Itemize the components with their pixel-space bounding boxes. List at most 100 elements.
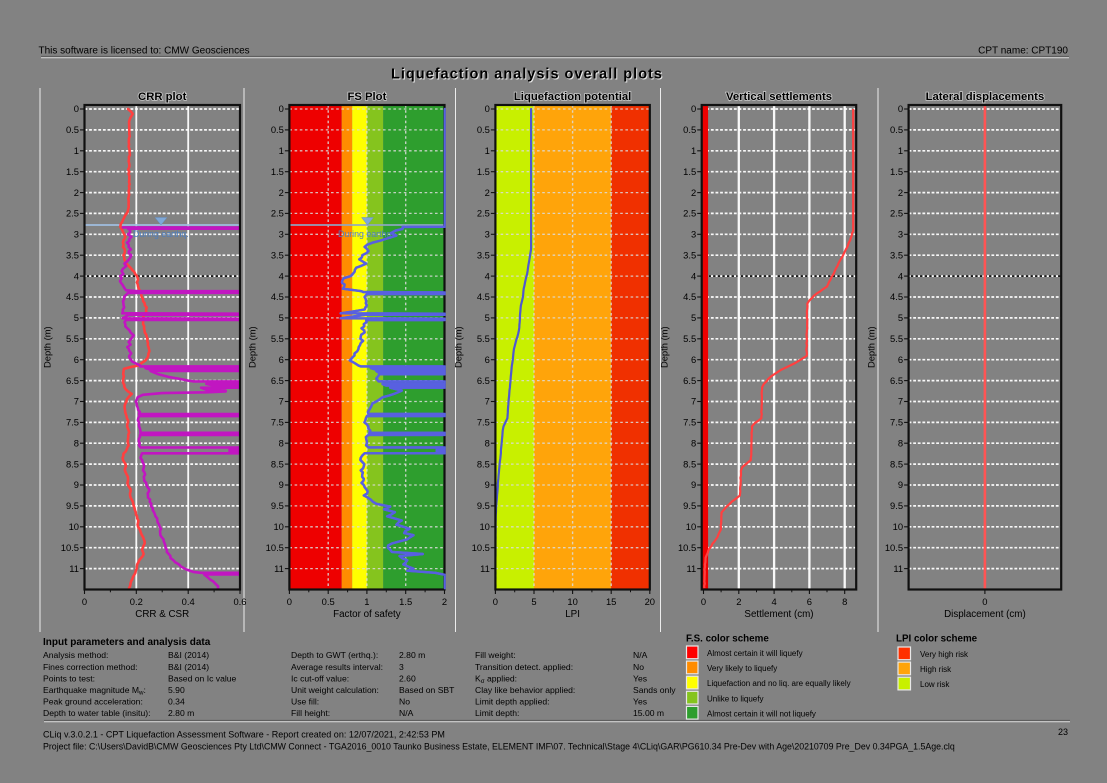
svg-text:3.5: 3.5	[271, 249, 284, 260]
svg-text:1.5: 1.5	[271, 166, 284, 177]
svg-text:Depth to GWT (erthq.):: Depth to GWT (erthq.):	[291, 650, 378, 660]
svg-text:1: 1	[485, 145, 490, 156]
svg-text:9: 9	[898, 479, 903, 490]
svg-text:Based on Ic value: Based on Ic value	[168, 673, 237, 683]
svg-text:4: 4	[771, 596, 776, 607]
svg-text:Depth (m): Depth (m)	[452, 326, 463, 368]
svg-text:2: 2	[74, 187, 79, 198]
svg-text:Peak ground acceleration:: Peak ground acceleration:	[43, 697, 143, 707]
svg-text:High risk: High risk	[920, 665, 952, 674]
svg-text:0.5: 0.5	[271, 124, 284, 135]
svg-text:4.5: 4.5	[66, 291, 79, 302]
svg-text:B&I (2014): B&I (2014)	[168, 650, 209, 660]
svg-text:During earthq.: During earthq.	[133, 229, 189, 239]
svg-text:11: 11	[69, 563, 79, 574]
svg-text:9.5: 9.5	[683, 500, 696, 511]
svg-text:Depth to water table (insitu):: Depth to water table (insitu):	[43, 708, 150, 718]
svg-text:2: 2	[442, 596, 447, 607]
svg-text:7: 7	[898, 396, 903, 407]
svg-text:Limit depth applied:: Limit depth applied:	[475, 697, 550, 707]
svg-text:0.6: 0.6	[233, 596, 246, 607]
svg-text:0: 0	[485, 103, 490, 114]
svg-text:8: 8	[279, 437, 284, 448]
svg-text:No: No	[399, 697, 410, 707]
svg-text:7: 7	[691, 396, 696, 407]
svg-text:8.5: 8.5	[683, 458, 696, 469]
svg-text:N/A: N/A	[399, 708, 414, 718]
svg-text:Based on SBT: Based on SBT	[399, 685, 455, 695]
svg-text:1.5: 1.5	[477, 166, 490, 177]
svg-text:Almost certain it will not liq: Almost certain it will not liquefy	[707, 709, 816, 718]
svg-text:0.5: 0.5	[683, 124, 696, 135]
svg-text:3: 3	[279, 229, 284, 240]
svg-text:5: 5	[691, 312, 696, 323]
svg-text:CPT name: CPT190: CPT name: CPT190	[978, 46, 1068, 57]
svg-text:F.S. color scheme: F.S. color scheme	[686, 634, 769, 645]
svg-text:3.5: 3.5	[890, 249, 903, 260]
svg-text:Clay like behavior applied:: Clay like behavior applied:	[475, 685, 575, 695]
svg-text:9.5: 9.5	[66, 500, 79, 511]
svg-text:2.5: 2.5	[66, 208, 79, 219]
svg-text:0: 0	[691, 103, 696, 114]
svg-text:6: 6	[74, 354, 79, 365]
svg-text:1: 1	[74, 145, 79, 156]
svg-text:B&I (2014): B&I (2014)	[168, 662, 209, 672]
svg-text:0: 0	[287, 596, 292, 607]
svg-text:6: 6	[485, 354, 490, 365]
svg-text:Unlike to liquefy: Unlike to liquefy	[707, 694, 763, 703]
svg-text:15.00 m: 15.00 m	[633, 708, 664, 718]
svg-text:8: 8	[691, 437, 696, 448]
svg-text:2.5: 2.5	[477, 208, 490, 219]
svg-text:2.5: 2.5	[271, 208, 284, 219]
svg-text:No: No	[633, 662, 644, 672]
svg-text:0: 0	[701, 596, 706, 607]
svg-text:0.5: 0.5	[477, 124, 490, 135]
svg-text:1.5: 1.5	[890, 166, 903, 177]
svg-text:0.5: 0.5	[890, 124, 903, 135]
svg-text:3: 3	[399, 662, 404, 672]
svg-text:LPI color scheme: LPI color scheme	[896, 634, 978, 645]
svg-text:6: 6	[898, 354, 903, 365]
svg-text:1.5: 1.5	[66, 166, 79, 177]
svg-text:2: 2	[485, 187, 490, 198]
svg-text:6.5: 6.5	[66, 375, 79, 386]
svg-text:CRR & CSR: CRR & CSR	[135, 609, 189, 620]
svg-text:0.2: 0.2	[130, 596, 143, 607]
svg-text:4.5: 4.5	[890, 291, 903, 302]
svg-text:2.80 m: 2.80 m	[168, 708, 194, 718]
svg-text:10.5: 10.5	[678, 542, 696, 553]
svg-text:4: 4	[485, 270, 490, 281]
svg-text:Earthquake magnitude Mw:: Earthquake magnitude Mw:	[43, 685, 146, 697]
svg-text:4.5: 4.5	[683, 291, 696, 302]
svg-text:Fill height:: Fill height:	[291, 708, 330, 718]
svg-text:11: 11	[893, 563, 903, 574]
svg-text:23: 23	[1058, 727, 1068, 737]
svg-text:Depth (m): Depth (m)	[866, 326, 877, 368]
svg-text:3: 3	[898, 229, 903, 240]
svg-text:5.5: 5.5	[477, 333, 490, 344]
svg-text:0: 0	[279, 103, 284, 114]
svg-text:0.5: 0.5	[322, 596, 335, 607]
svg-text:5.5: 5.5	[890, 333, 903, 344]
svg-text:Depth (m): Depth (m)	[42, 326, 53, 368]
svg-text:LPI: LPI	[565, 609, 580, 620]
svg-text:Yes: Yes	[633, 697, 647, 707]
svg-text:During earthq.: During earthq.	[338, 229, 394, 239]
svg-text:3.5: 3.5	[477, 249, 490, 260]
svg-text:Sands only: Sands only	[633, 685, 676, 695]
svg-text:1: 1	[691, 145, 696, 156]
svg-text:2: 2	[736, 596, 741, 607]
svg-text:2.5: 2.5	[683, 208, 696, 219]
svg-text:7: 7	[74, 396, 79, 407]
svg-text:Project file: C:\Users\DavidB\: Project file: C:\Users\DavidB\CMW Geosci…	[43, 742, 955, 752]
svg-text:10: 10	[273, 521, 283, 532]
svg-text:10.5: 10.5	[885, 542, 903, 553]
svg-text:0: 0	[982, 596, 987, 607]
svg-text:2.80 m: 2.80 m	[399, 650, 425, 660]
svg-text:3: 3	[691, 229, 696, 240]
svg-text:Vertical settlements: Vertical settlements	[726, 91, 832, 103]
svg-text:Ic cut-off value:: Ic cut-off value:	[291, 673, 349, 683]
svg-text:Yes: Yes	[633, 673, 647, 683]
svg-text:0: 0	[82, 596, 87, 607]
svg-text:5.5: 5.5	[683, 333, 696, 344]
